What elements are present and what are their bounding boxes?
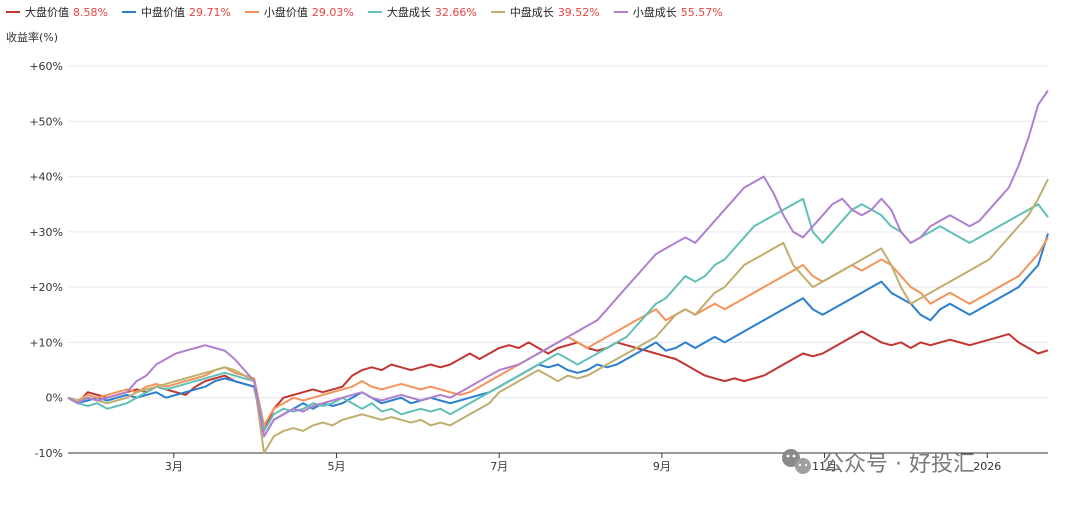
- watermark-text: 公众号 · 好投汇: [822, 452, 975, 477]
- x-tick-label: 7月: [490, 460, 508, 473]
- legend-swatch: [121, 11, 136, 13]
- wechat-icon: [782, 449, 811, 474]
- y-axis-title: 收益率(%): [6, 30, 58, 44]
- y-axis: -10% 0% +10% +20% +30% +40% +50% +60%: [29, 60, 63, 460]
- x-axis: 3月 5月 7月 9月 11月 2026: [68, 452, 1048, 473]
- legend-item[interactable]: 小盘价值 29.03%: [244, 4, 354, 20]
- y-tick-label: 0%: [46, 392, 63, 405]
- legend-swatch: [6, 11, 20, 13]
- x-tick-label: 5月: [328, 460, 346, 473]
- legend-swatch: [367, 11, 382, 13]
- legend-swatch: [490, 11, 505, 13]
- y-tick-label: +20%: [29, 281, 63, 294]
- y-tick-label: +50%: [29, 115, 63, 128]
- legend-item[interactable]: 中盘成长 39.52%: [490, 4, 600, 20]
- legend-series-value: 29.71%: [188, 5, 231, 19]
- legend-item[interactable]: 中盘价值 29.71%: [121, 4, 231, 20]
- watermark: 公众号 · 好投汇: [782, 449, 975, 477]
- legend-series-value: 32.66%: [434, 5, 477, 19]
- legend-series-value: 39.52%: [557, 5, 600, 19]
- grid: [68, 65, 1048, 454]
- y-tick-label: +30%: [29, 226, 63, 239]
- legend-series-name: 中盘成长: [509, 6, 554, 19]
- x-tick-label: 11月: [812, 460, 837, 473]
- x-tick-label: 9月: [653, 460, 671, 473]
- y-tick-label: +10%: [29, 336, 63, 349]
- series-line: [67, 236, 1049, 427]
- legend-series-value: 29.03%: [311, 5, 354, 19]
- legend-series-value: 8.58%: [73, 5, 108, 19]
- series-line: [67, 233, 1049, 438]
- legend-series-value: 55.57%: [680, 5, 723, 19]
- series-line: [67, 178, 1049, 454]
- series-line: [67, 89, 1049, 438]
- y-tick-label: -10%: [35, 447, 63, 460]
- series-group: [67, 89, 1049, 454]
- legend: 大盘价值 8.58% 中盘价值 29.71% 小盘价值 29.03% 大盘成长 32.66% 中…: [6, 3, 737, 21]
- series-line: [67, 197, 1049, 432]
- legend-series-name: 中盘价值: [140, 6, 185, 19]
- legend-series-name: 大盘价值: [25, 6, 69, 19]
- legend-series-name: 大盘成长: [386, 6, 431, 19]
- legend-item[interactable]: 小盘成长 55.57%: [613, 4, 723, 20]
- legend-series-name: 小盘成长: [632, 6, 677, 19]
- x-tick-label: 2026: [973, 460, 1001, 473]
- y-tick-label: +40%: [29, 171, 63, 184]
- x-tick-label: 3月: [165, 460, 183, 473]
- y-tick-label: +60%: [29, 60, 63, 73]
- legend-swatch: [244, 11, 259, 13]
- legend-series-name: 小盘价值: [263, 6, 308, 19]
- legend-swatch: [613, 11, 628, 13]
- legend-item[interactable]: 大盘成长 32.66%: [367, 4, 477, 20]
- legend-item[interactable]: 大盘价值 8.58%: [6, 4, 108, 20]
